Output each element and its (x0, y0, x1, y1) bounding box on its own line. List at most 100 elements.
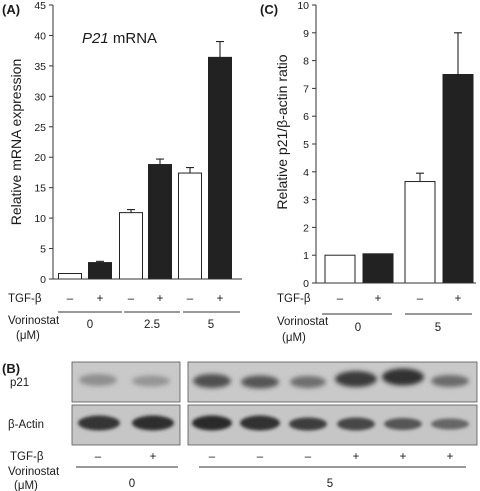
panel-a-tgf-label: TGF-β (8, 293, 42, 305)
y-tick-label: 4 (303, 167, 309, 179)
blot-band-p21-lane1 (79, 374, 117, 386)
blot-tgf-sign: – (257, 451, 264, 463)
blot-tgf-sign: + (400, 451, 407, 463)
panel-a-title-gene: P21 (82, 30, 109, 47)
y-tick-label: 15 (34, 183, 46, 195)
y-tick-label: 30 (34, 91, 46, 103)
y-tick-label: 45 (34, 0, 46, 12)
bar-tgf-neg-0 (58, 273, 82, 280)
bar-tgf-neg-5 (178, 172, 202, 280)
bar-tgf-pos-5 (442, 74, 474, 284)
blot-tgf-sign: – (95, 451, 102, 463)
blot-band-actin-lane2 (132, 415, 174, 431)
blot-unit-label: (μM) (14, 480, 38, 491)
blot-band-p21-lane4 (241, 375, 279, 389)
blot-band-p21-lane2 (132, 375, 170, 387)
blot-tgf-label: TGF-β (10, 451, 44, 463)
bar-tgf-neg-0 (324, 254, 356, 284)
tgf-sign: + (97, 293, 104, 305)
panel-c-y-ticks: 0 1 2 3 4 5 6 7 8 9 10 (297, 0, 316, 290)
panel-c-vorinostat-label: Vorinostat (277, 316, 329, 328)
blot-band-actin-lane5 (289, 417, 327, 431)
panel-c-letter: (C) (260, 2, 278, 17)
bar-tgf-neg-5 (404, 181, 436, 284)
blot-band-p21-lane8 (431, 375, 469, 387)
y-tick-label: 0 (303, 278, 309, 290)
panel-c-ylabel: Relative p21/β-actin ratio (274, 54, 290, 209)
y-tick-label: 20 (34, 152, 46, 164)
panel-a-title: P21 mRNA (82, 30, 157, 47)
blot-vorinostat-label: Vorinostat (8, 466, 60, 478)
blot-band-actin-lane4 (240, 415, 280, 431)
blot-band-actin-lane3 (192, 415, 232, 431)
bar-tgf-neg-2.5 (119, 212, 143, 280)
panel-a-unit-label: (μM) (16, 330, 40, 342)
y-tick-label: 40 (34, 30, 46, 42)
blot-band-actin-lane7 (384, 418, 422, 430)
y-tick-label: 35 (34, 61, 46, 73)
bar-tgf-pos-0 (88, 262, 112, 280)
panel-a-vorinostat-label: Vorinostat (8, 315, 60, 327)
blot-tgf-sign: – (209, 451, 216, 463)
blot-tgf-sign: – (305, 451, 312, 463)
panel-a: (A) P21 mRNA Relative mRNA expression 0 5… (2, 0, 242, 342)
panel-a-title-rest: mRNA (109, 30, 157, 47)
blot-band-p21-lane3 (193, 374, 231, 388)
blot-group-0: 0 (129, 478, 135, 490)
y-tick-label: 25 (34, 122, 46, 134)
blot-tgf-sign: + (353, 451, 360, 463)
panel-b: (B) p21 β-Actin (2, 361, 478, 491)
tgf-sign: + (375, 293, 382, 305)
blot-band-p21-lane7 (382, 368, 424, 386)
y-tick-label: 10 (34, 213, 46, 225)
blot-row-label-actin: β-Actin (8, 419, 44, 431)
bar-tgf-pos-2.5 (148, 164, 172, 280)
y-tick-label: 2 (303, 222, 309, 234)
tgf-sign: – (67, 293, 74, 305)
panel-c-tgf-label: TGF-β (277, 293, 311, 305)
bar-tgf-pos-0 (362, 253, 394, 284)
y-tick-label: 7 (303, 83, 309, 95)
blot-band-actin-lane6 (337, 417, 375, 431)
y-tick-label: 0 (40, 274, 46, 286)
panel-c-bars (324, 32, 474, 284)
bar-tgf-pos-5 (208, 56, 232, 280)
panel-c: (C) Relative p21/β-actin ratio 0 1 2 3 4 5 6 7 8… (260, 0, 476, 344)
y-tick-label: 9 (303, 28, 309, 40)
tgf-sign: + (217, 293, 224, 305)
panel-c-group-0: 0 (355, 322, 361, 334)
panel-a-tgf-signs: – + – + – + (67, 293, 224, 305)
blot-left (71, 361, 181, 446)
y-tick-label: 8 (303, 56, 309, 68)
blot-right (187, 361, 478, 446)
blot-band-p21-lane5 (290, 376, 326, 388)
panel-a-ylabel: Relative mRNA expression (8, 59, 24, 226)
blot-tgf-sign: + (150, 451, 157, 463)
y-tick-label: 10 (297, 0, 309, 12)
tgf-sign: – (337, 293, 344, 305)
y-tick-label: 5 (40, 244, 46, 256)
panel-c-unit-label: (μM) (282, 332, 306, 344)
panel-a-group-0: 0 (87, 319, 93, 331)
panel-a-bars (58, 40, 232, 280)
y-tick-label: 1 (303, 250, 309, 262)
blot-row-label-p21: p21 (10, 377, 29, 389)
y-tick-label: 5 (303, 139, 309, 151)
tgf-sign: – (417, 293, 424, 305)
blot-band-actin-lane8 (431, 418, 469, 430)
panel-c-tgf-signs: – + – + (337, 293, 462, 305)
panel-c-group-1: 5 (435, 322, 441, 334)
y-tick-label: 3 (303, 195, 309, 207)
panel-a-letter: (A) (2, 2, 20, 17)
panel-a-group-2: 5 (208, 319, 214, 331)
blot-band-actin-lane1 (78, 415, 120, 431)
panel-a-y-ticks: 0 5 10 15 20 25 30 35 40 45 (34, 0, 53, 286)
blot-band-p21-lane6 (335, 371, 377, 387)
blot-right-actin-membrane (187, 404, 478, 446)
tgf-sign: – (128, 293, 135, 305)
blot-right-p21-membrane (187, 361, 478, 403)
y-tick-label: 6 (303, 111, 309, 123)
tgf-sign: – (187, 293, 194, 305)
tgf-sign: + (157, 293, 164, 305)
